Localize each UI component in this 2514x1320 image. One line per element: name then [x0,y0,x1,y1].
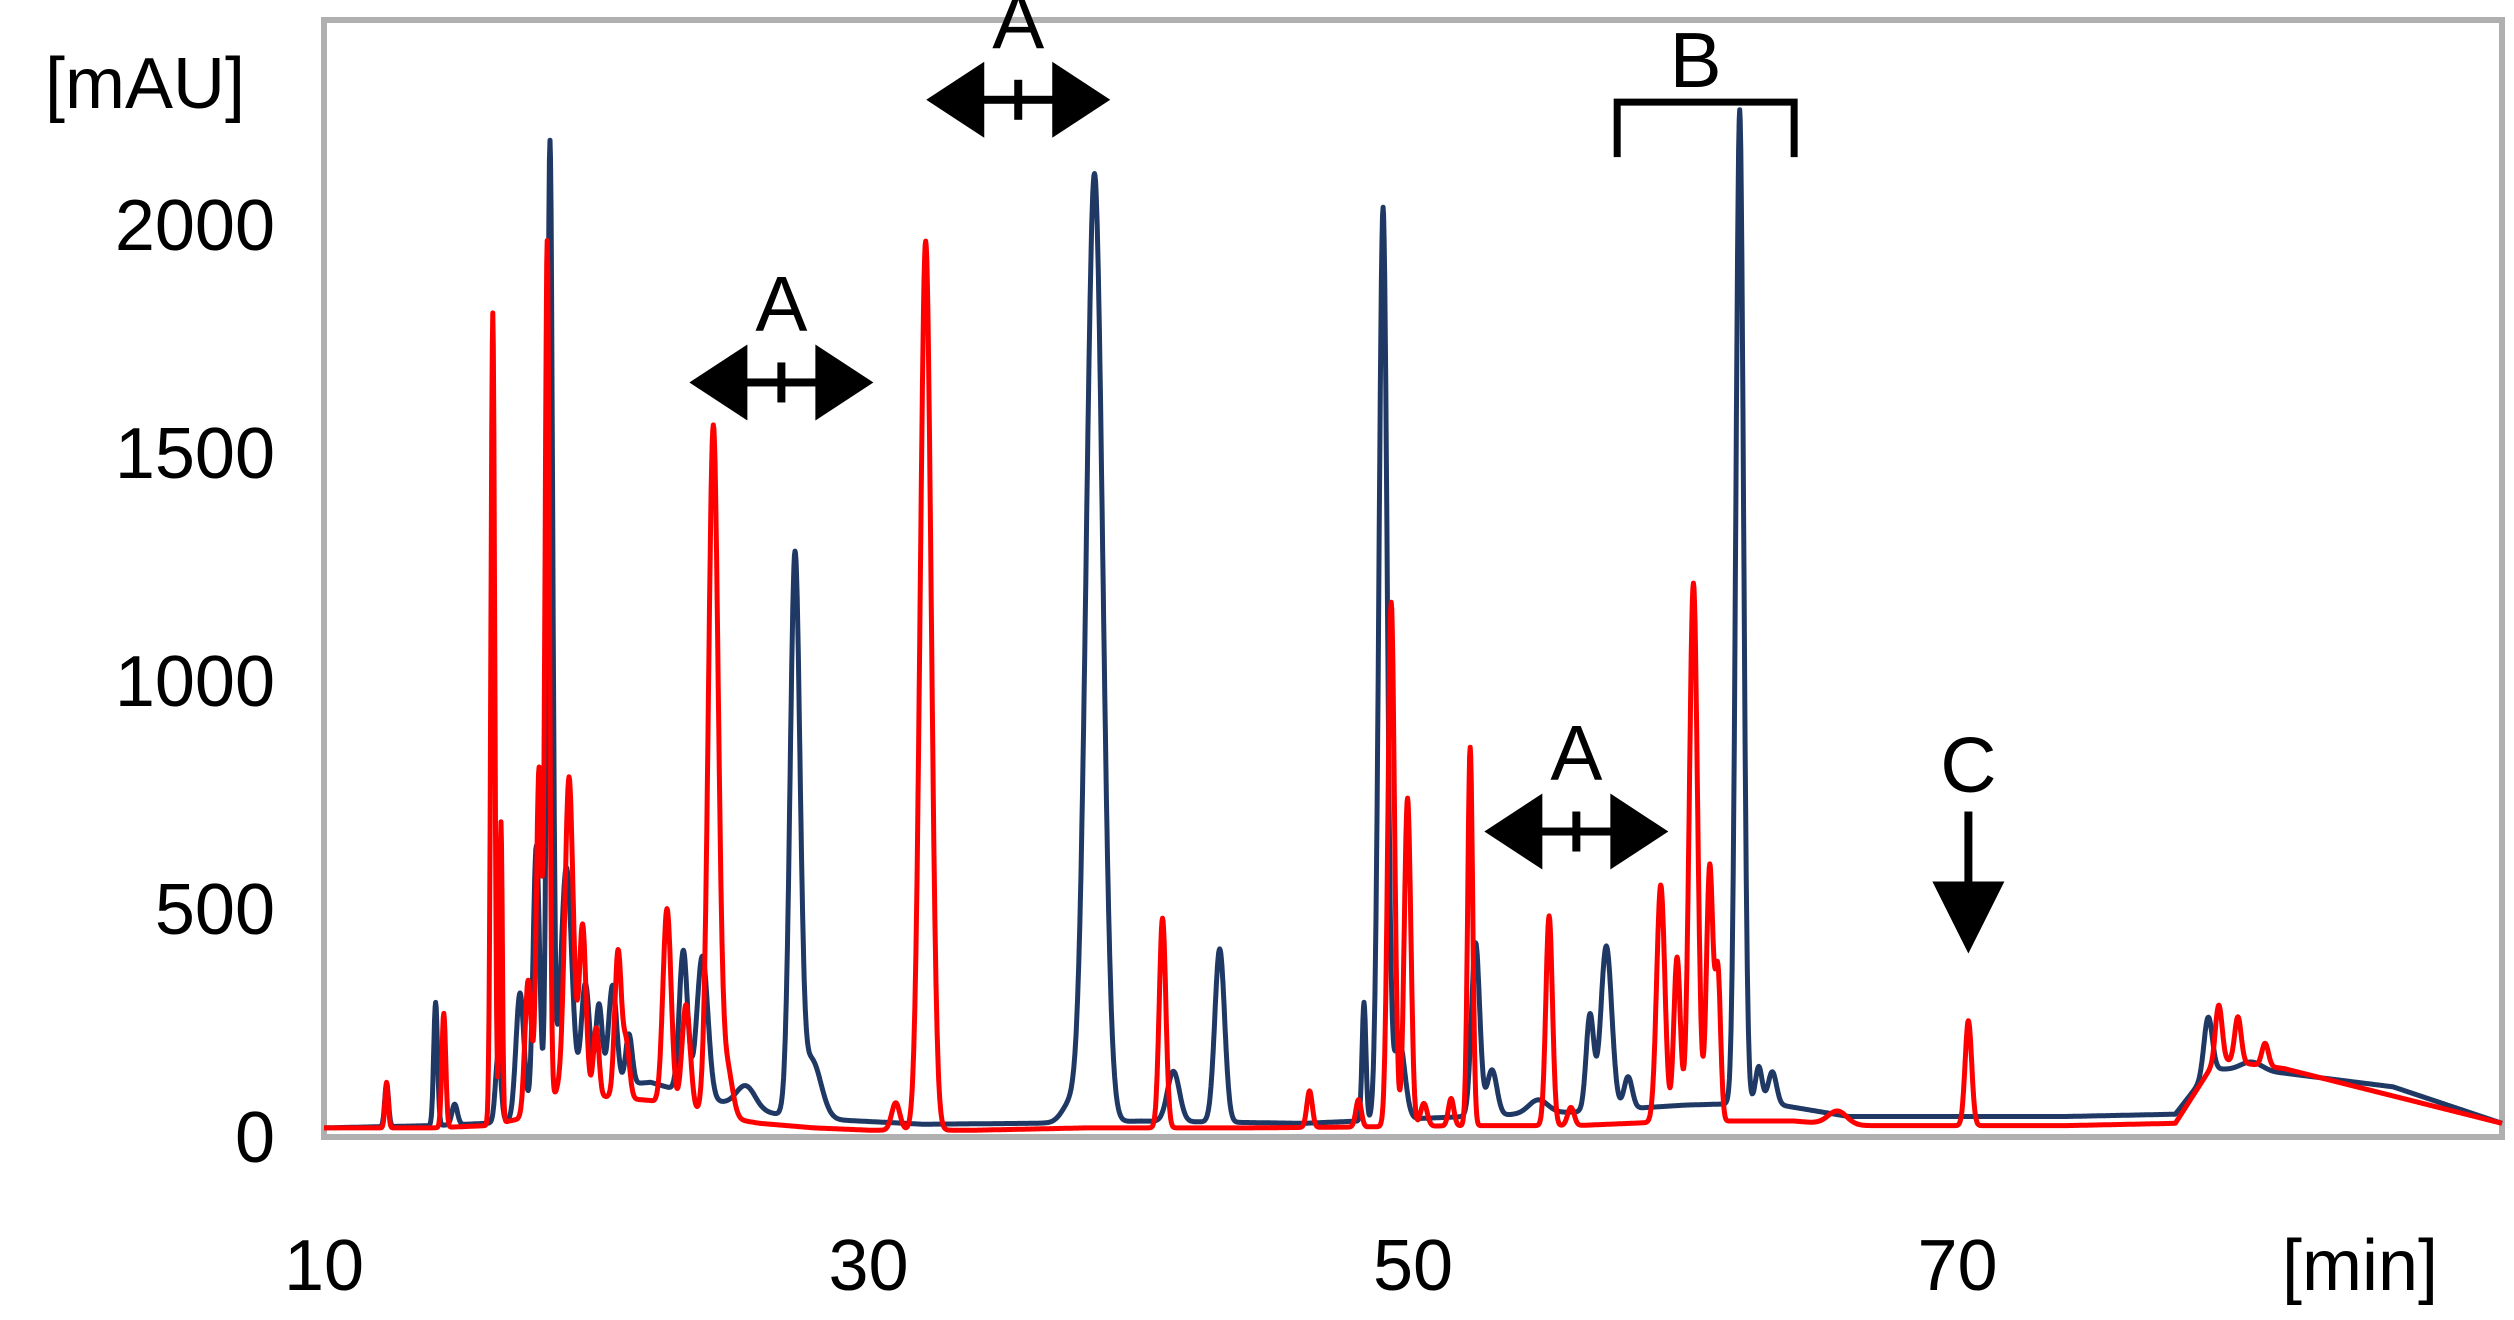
x-axis-ticks: 10 30 50 70 [284,1226,1998,1306]
arrowhead-down [1932,881,2005,954]
annotation-double-arrow: A [689,259,874,421]
x-tick-label: 50 [1373,1226,1453,1306]
arrowhead-left [926,61,985,138]
annotation-label: A [992,0,1044,65]
y-tick-label: 0 [235,1098,275,1178]
annotation-down-arrow: C [1932,721,2005,954]
y-tick-label: 500 [155,870,275,950]
arrowhead-left [689,344,748,421]
annotation-label: A [1550,709,1602,797]
arrowhead-right [1052,61,1111,138]
arrowhead-right [1610,793,1669,870]
bracket-line [1613,98,1798,158]
arrow-tick [1572,811,1581,852]
series-line-red [322,238,2504,1133]
annotation-label: B [1670,16,1722,104]
x-axis-label: [min] [2282,1226,2438,1306]
y-tick-label: 2000 [115,186,275,266]
y-tick-label: 1500 [115,414,275,494]
annotation-label: A [755,259,807,347]
annotation-label: C [1940,721,1996,809]
y-axis-label: [mAU] [45,44,245,124]
x-tick-label: 70 [1917,1226,1997,1306]
annotations: A A A B C [689,0,2005,954]
annotation-bracket: B [1613,16,1798,158]
arrowhead-right [815,344,874,421]
y-axis-ticks: 0 500 1000 1500 2000 [115,186,275,1178]
y-tick-label: 1000 [115,642,275,722]
arrowhead-left [1484,793,1543,870]
series-group [322,107,2504,1133]
annotation-double-arrow: A [926,0,1111,138]
x-tick-label: 10 [284,1226,364,1306]
annotation-double-arrow: A [1484,709,1669,870]
arrow-tick [777,362,786,403]
x-tick-label: 30 [828,1226,908,1306]
series-line-blue [322,107,2504,1131]
arrow-shaft [1964,811,1973,884]
arrow-tick [1014,79,1023,120]
